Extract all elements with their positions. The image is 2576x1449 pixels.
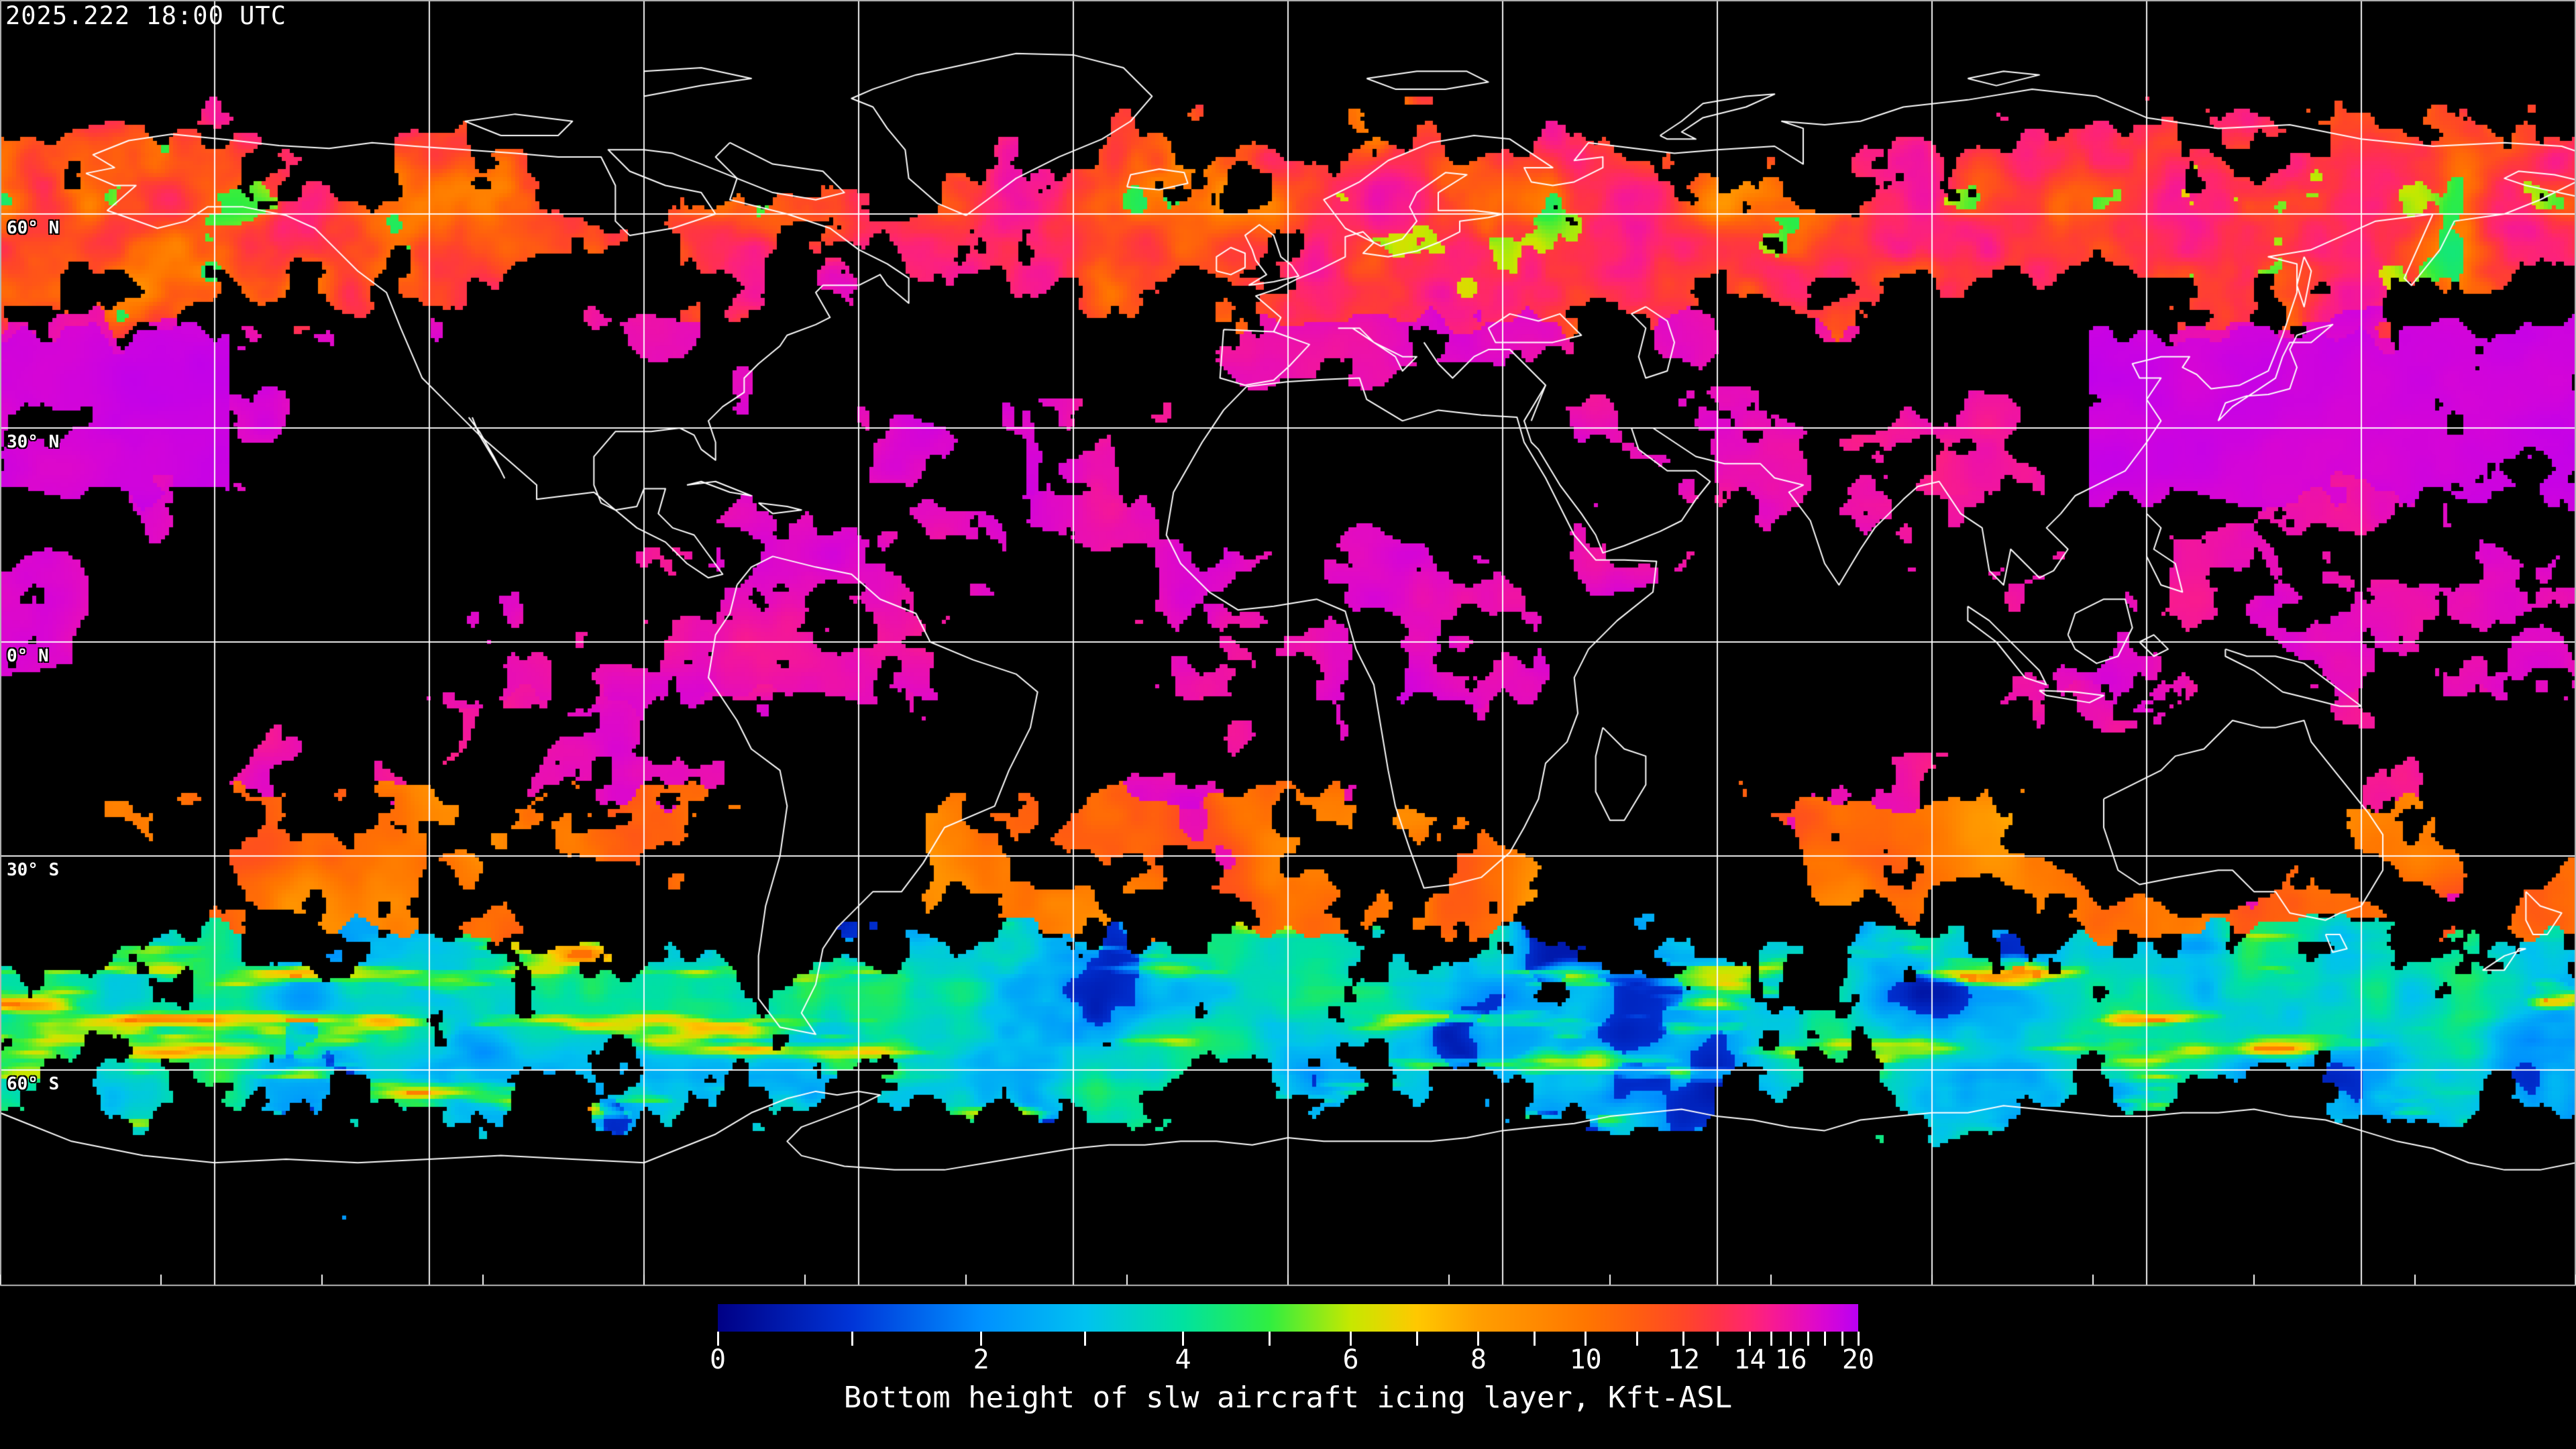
colorbar-minor-tick [1415,1332,1418,1346]
colorbar-tick-label: 20 [1841,1344,1875,1375]
colorbar-tick [1182,1332,1185,1346]
colorbar-tick [1749,1332,1751,1346]
timestamp-label: 2025.222 18:00 UTC [5,1,286,30]
colorbar-minor-tick [851,1332,854,1346]
lat-label: 60° S [7,1074,60,1094]
colorbar-minor-tick [1841,1332,1843,1346]
colorbar-minor-tick [1269,1332,1271,1346]
lat-label: 30° N [7,432,60,452]
colorbar-minor-tick [1807,1332,1809,1346]
colorbar-tick [1350,1332,1352,1346]
colorbar-tick-label: 16 [1774,1344,1807,1375]
lat-label: 0° N [7,646,49,666]
colorbar-tick-label: 0 [709,1344,727,1375]
lat-label: 60° N [7,218,60,238]
lat-label: 30° S [7,860,60,880]
colorbar-tick-label: 6 [1342,1344,1359,1375]
world-map-canvas [0,0,2576,1287]
colorbar-minor-tick [1770,1332,1773,1346]
colorbar-tick [1585,1332,1587,1346]
colorbar-minor-tick [1635,1332,1638,1346]
colorbar-tick-label: 12 [1667,1344,1700,1375]
colorbar-tick-label: 8 [1470,1344,1487,1375]
colorbar-minor-tick [1824,1332,1827,1346]
colorbar-tick-label: 4 [1175,1344,1191,1375]
colorbar-tick [1682,1332,1685,1346]
colorbar-tick-label: 10 [1569,1344,1602,1375]
colorbar-minor-tick [1533,1332,1536,1346]
colorbar-gradient [718,1304,1858,1332]
colorbar-tick [1857,1332,1860,1346]
colorbar-tick-label: 2 [973,1344,989,1375]
colorbar-tick-label: 14 [1733,1344,1766,1375]
colorbar-minor-tick [1717,1332,1719,1346]
colorbar-tick [1790,1332,1792,1346]
colorbar-caption: Bottom height of slw aircraft icing laye… [843,1381,1733,1415]
colorbar-minor-tick [1083,1332,1086,1346]
colorbar-tick [1477,1332,1480,1346]
colorbar-tick [980,1332,983,1346]
colorbar-tick [716,1332,719,1346]
